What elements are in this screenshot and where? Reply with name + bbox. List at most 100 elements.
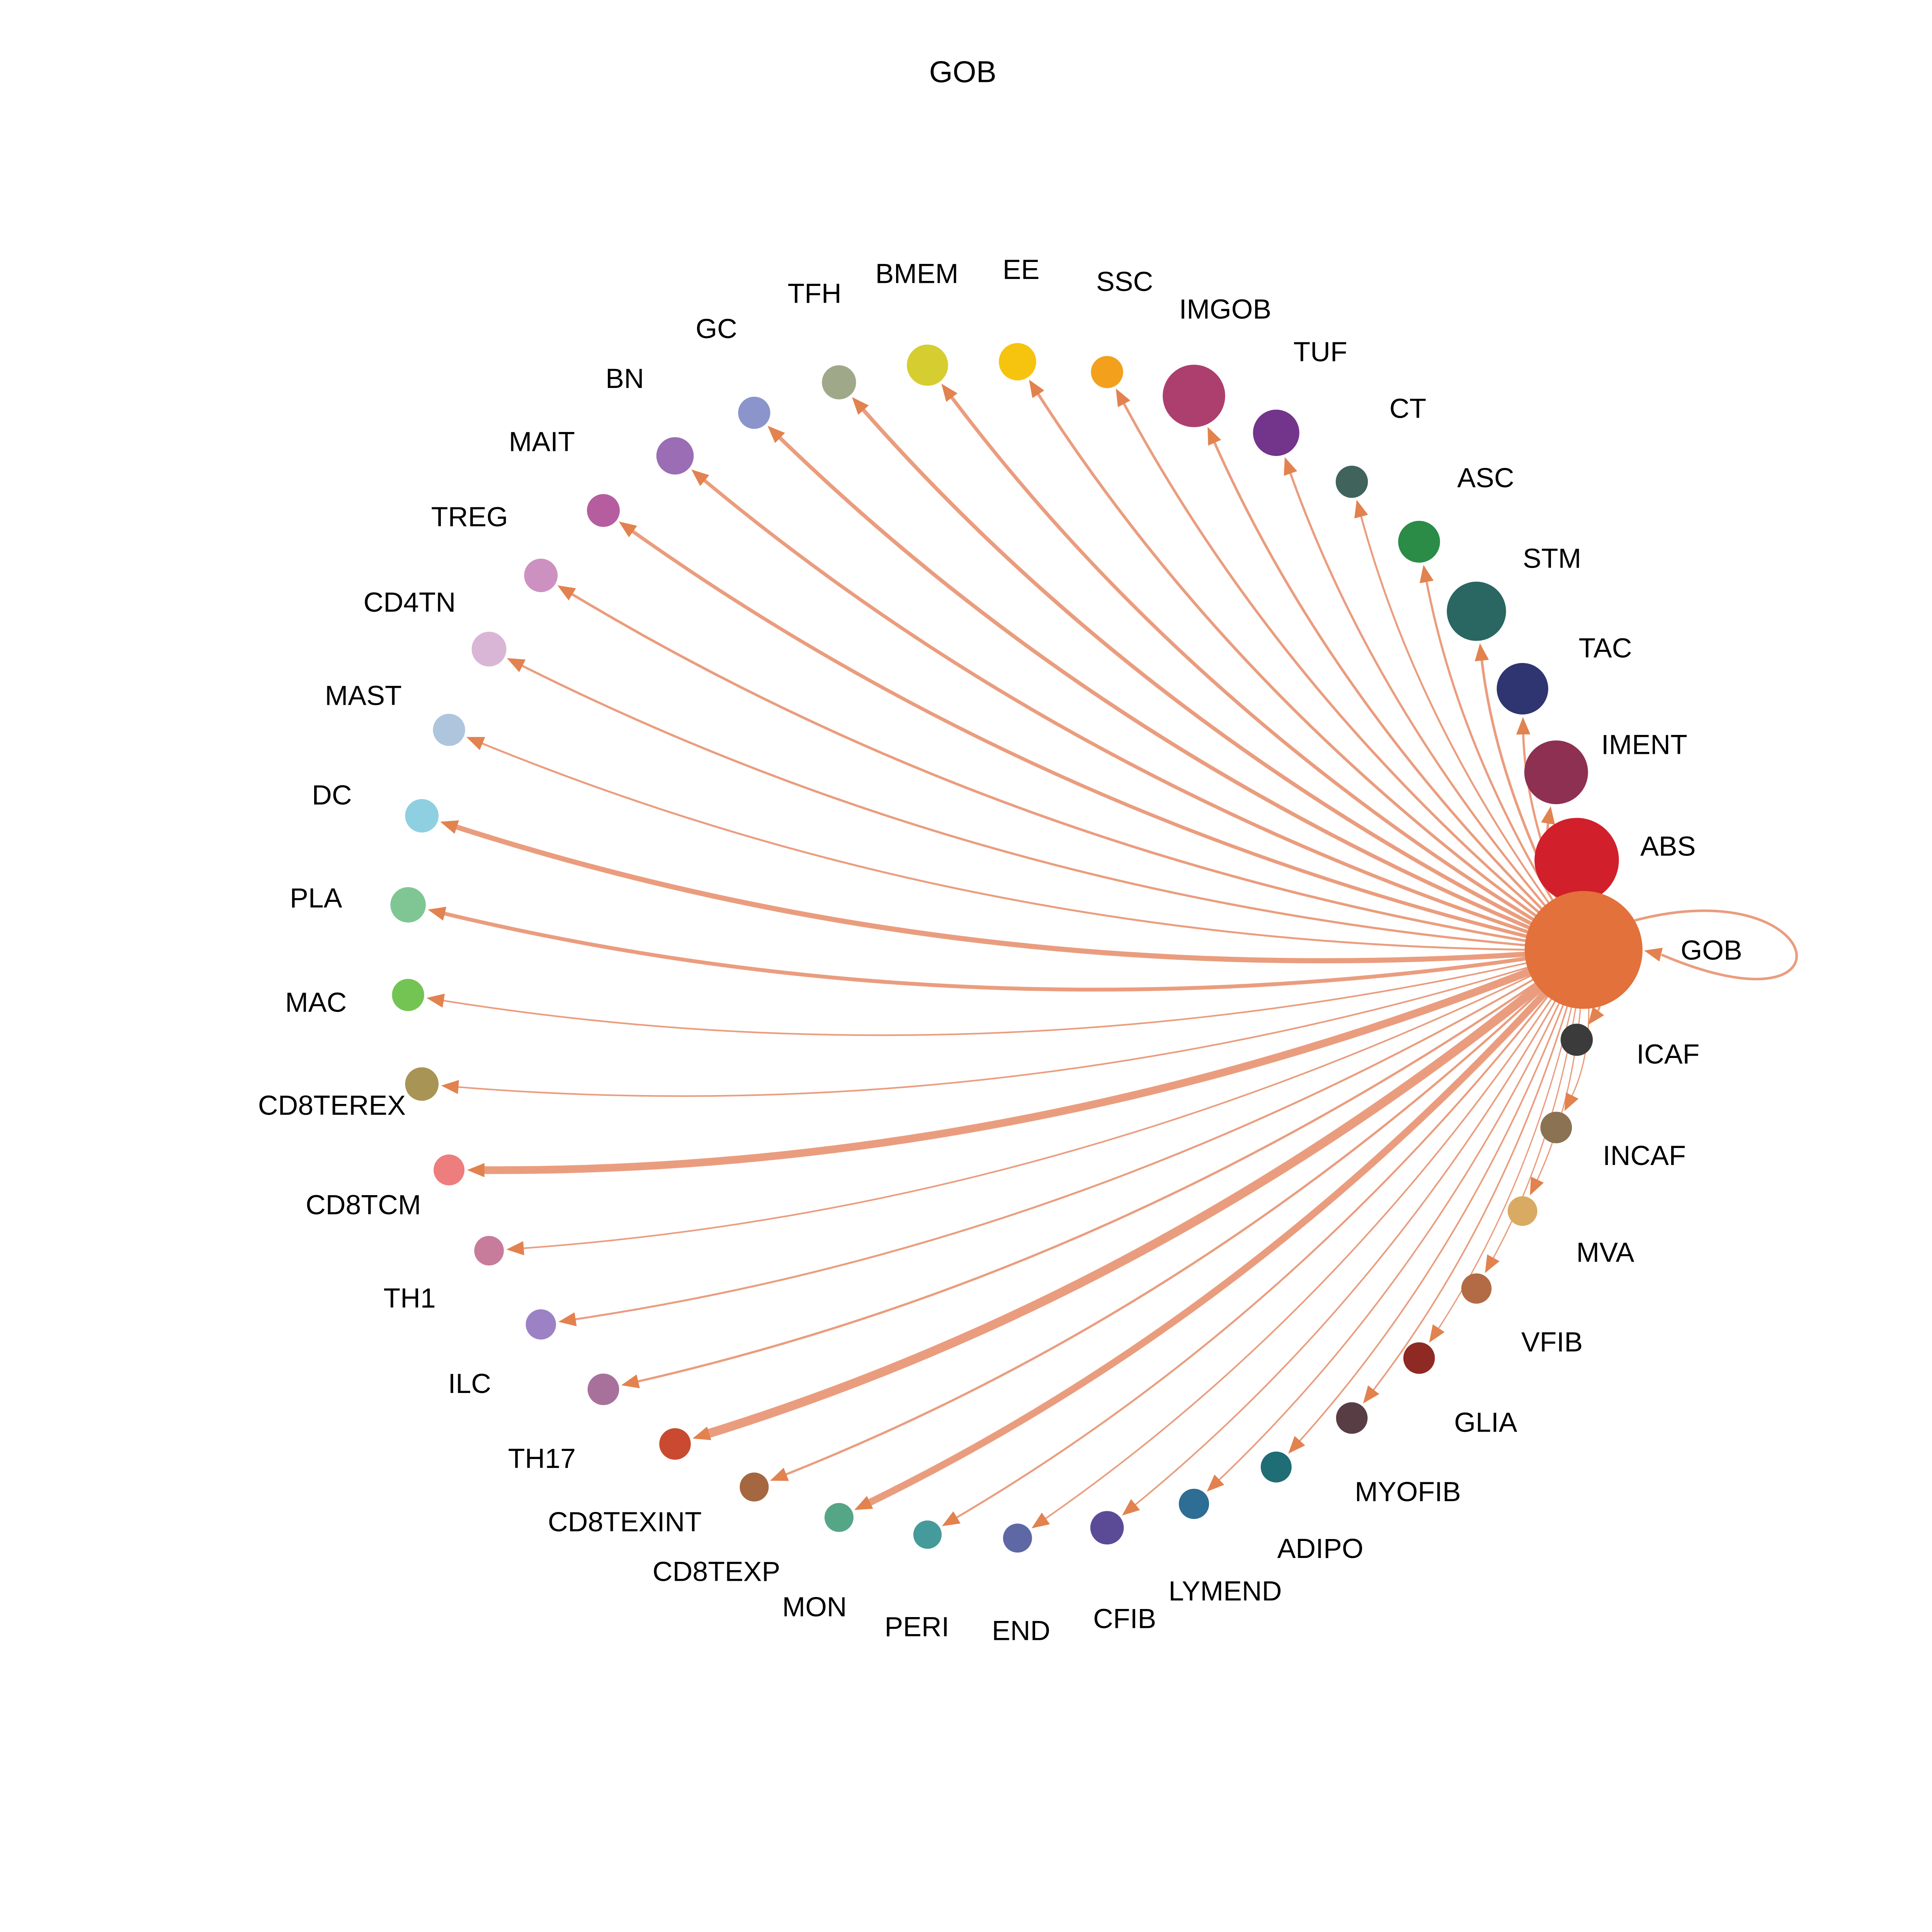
edge-GOB-CD8TEXP xyxy=(782,949,1585,1477)
label-CD4TN: CD4TN xyxy=(364,587,456,618)
arrowhead-GOB-MAC xyxy=(426,993,445,1008)
arrowhead-GOB-ADIPO xyxy=(1288,1436,1305,1454)
edge-GOB-CD4TN xyxy=(518,663,1584,951)
arrowhead-GOB-STM xyxy=(1475,643,1489,662)
arrowhead-GOB-self-loop xyxy=(1644,947,1663,962)
label-EE: EE xyxy=(1003,254,1040,285)
node-ABS xyxy=(1534,818,1619,902)
label-MAIT: MAIT xyxy=(509,427,575,457)
label-MVA: MVA xyxy=(1577,1237,1634,1268)
arrowhead-GOB-GC xyxy=(767,426,785,443)
arrowhead-GOB-DC xyxy=(440,820,459,834)
edge-GOB-TREG xyxy=(568,591,1584,951)
label-BN: BN xyxy=(605,363,644,394)
label-CT: CT xyxy=(1389,393,1427,424)
label-TAC: TAC xyxy=(1578,633,1632,663)
label-TUF: TUF xyxy=(1293,337,1347,367)
label-MAST: MAST xyxy=(325,680,402,711)
label-TFH: TFH xyxy=(787,278,841,309)
label-MAC: MAC xyxy=(285,987,347,1018)
label-MON: MON xyxy=(782,1592,847,1622)
edge-GOB-ASC xyxy=(1425,578,1585,951)
node-GOB xyxy=(1524,891,1643,1009)
arrowhead-GOB-CFIB xyxy=(1122,1499,1140,1516)
node-ADIPO xyxy=(1260,1451,1292,1483)
node-MAIT xyxy=(587,494,620,527)
node-ICAF xyxy=(1560,1024,1593,1056)
label-CD8TEXINT: CD8TEXINT xyxy=(548,1507,702,1537)
node-END xyxy=(1003,1524,1032,1553)
edge-GOB-MAC xyxy=(440,949,1584,1036)
node-IMENT xyxy=(1524,740,1588,804)
label-GOB: GOB xyxy=(1681,935,1742,966)
node-VFIB xyxy=(1461,1273,1492,1304)
label-CD8TCM: CD8TCM xyxy=(306,1189,421,1220)
label-CD8TEREX: CD8TEREX xyxy=(258,1090,406,1121)
edge-GOB-END xyxy=(1042,949,1585,1522)
node-MAC xyxy=(392,979,424,1011)
label-PERI: PERI xyxy=(884,1611,949,1642)
edge-GOB-CD8TEREX xyxy=(454,949,1584,1097)
arrowhead-GOB-CD4TN xyxy=(507,658,526,672)
arrowhead-GOB-BN xyxy=(691,469,709,486)
edge-GOB-MYOFIB xyxy=(1371,949,1585,1393)
label-IMGOB: IMGOB xyxy=(1179,294,1271,325)
edge-GOB-TUF xyxy=(1288,469,1585,951)
arrowhead-GOB-CD8TEREX xyxy=(441,1080,459,1094)
arrowhead-GOB-PLA xyxy=(428,906,447,921)
edge-GOB-CD8TCM xyxy=(480,946,1585,1174)
label-ASC: ASC xyxy=(1457,463,1514,493)
edge-GOB-SSC xyxy=(1121,400,1585,951)
edge-GOB-CT xyxy=(1359,512,1585,951)
label-END: END xyxy=(992,1616,1050,1646)
node-CD8TEREX xyxy=(405,1067,439,1101)
label-CD8TEXP: CD8TEXP xyxy=(653,1556,781,1587)
arrowhead-GOB-GLIA xyxy=(1429,1324,1445,1343)
edge-GOB-ADIPO xyxy=(1296,949,1585,1444)
edge-GOB-LYMEND xyxy=(1216,949,1585,1483)
arrowhead-GOB-TH1 xyxy=(506,1241,524,1255)
node-GLIA xyxy=(1403,1342,1435,1374)
arrowhead-GOB-TFH xyxy=(852,397,869,415)
arrowhead-GOB-CT xyxy=(1354,500,1368,519)
label-BMEM: BMEM xyxy=(875,259,958,289)
label-ADIPO: ADIPO xyxy=(1277,1533,1364,1564)
label-ICAF: ICAF xyxy=(1636,1039,1699,1070)
node-PERI xyxy=(913,1520,942,1549)
node-GC xyxy=(738,396,770,429)
label-ILC: ILC xyxy=(448,1368,491,1399)
node-TREG xyxy=(524,558,558,592)
edge-GOB-TH1 xyxy=(520,949,1584,1250)
arrowhead-GOB-TUF xyxy=(1284,457,1298,476)
node-INCAF xyxy=(1540,1112,1572,1143)
edge-GOB-MAST xyxy=(478,741,1584,951)
edge-GOB-ILC xyxy=(571,949,1584,1321)
arrowhead-GOB-ASC xyxy=(1420,565,1434,583)
node-CT xyxy=(1335,466,1368,498)
arrowhead-GOB-MAIT xyxy=(619,521,637,537)
edge-GOB-PERI xyxy=(953,949,1585,1520)
edge-GOB-BN xyxy=(701,476,1584,952)
node-TUF xyxy=(1253,410,1299,456)
arrowhead-GOB-CD8TEXINT xyxy=(692,1427,711,1440)
node-TFH xyxy=(822,365,856,400)
node-TH17 xyxy=(587,1373,619,1405)
label-SSC: SSC xyxy=(1096,266,1153,297)
label-TREG: TREG xyxy=(431,502,508,532)
arrowhead-GOB-SSC xyxy=(1116,388,1131,407)
figure-title: GOB xyxy=(929,55,997,89)
node-MAST xyxy=(433,714,465,746)
node-ASC xyxy=(1398,520,1440,563)
label-PLA: PLA xyxy=(290,883,342,914)
node-MVA xyxy=(1507,1196,1537,1226)
node-CFIB xyxy=(1090,1511,1124,1545)
edge-GOB-DC xyxy=(452,823,1584,964)
label-MYOFIB: MYOFIB xyxy=(1355,1476,1461,1507)
arrowhead-GOB-IMGOB xyxy=(1208,427,1221,446)
arrowhead-GOB-LYMEND xyxy=(1207,1475,1225,1492)
node-MYOFIB xyxy=(1336,1402,1368,1434)
label-STM: STM xyxy=(1523,543,1581,574)
labels-layer: GOB ABS IMENT TAC STM ASC CT TUF IMGOB SSC EE BMEM T… xyxy=(258,254,1742,1646)
label-CFIB: CFIB xyxy=(1093,1604,1156,1634)
